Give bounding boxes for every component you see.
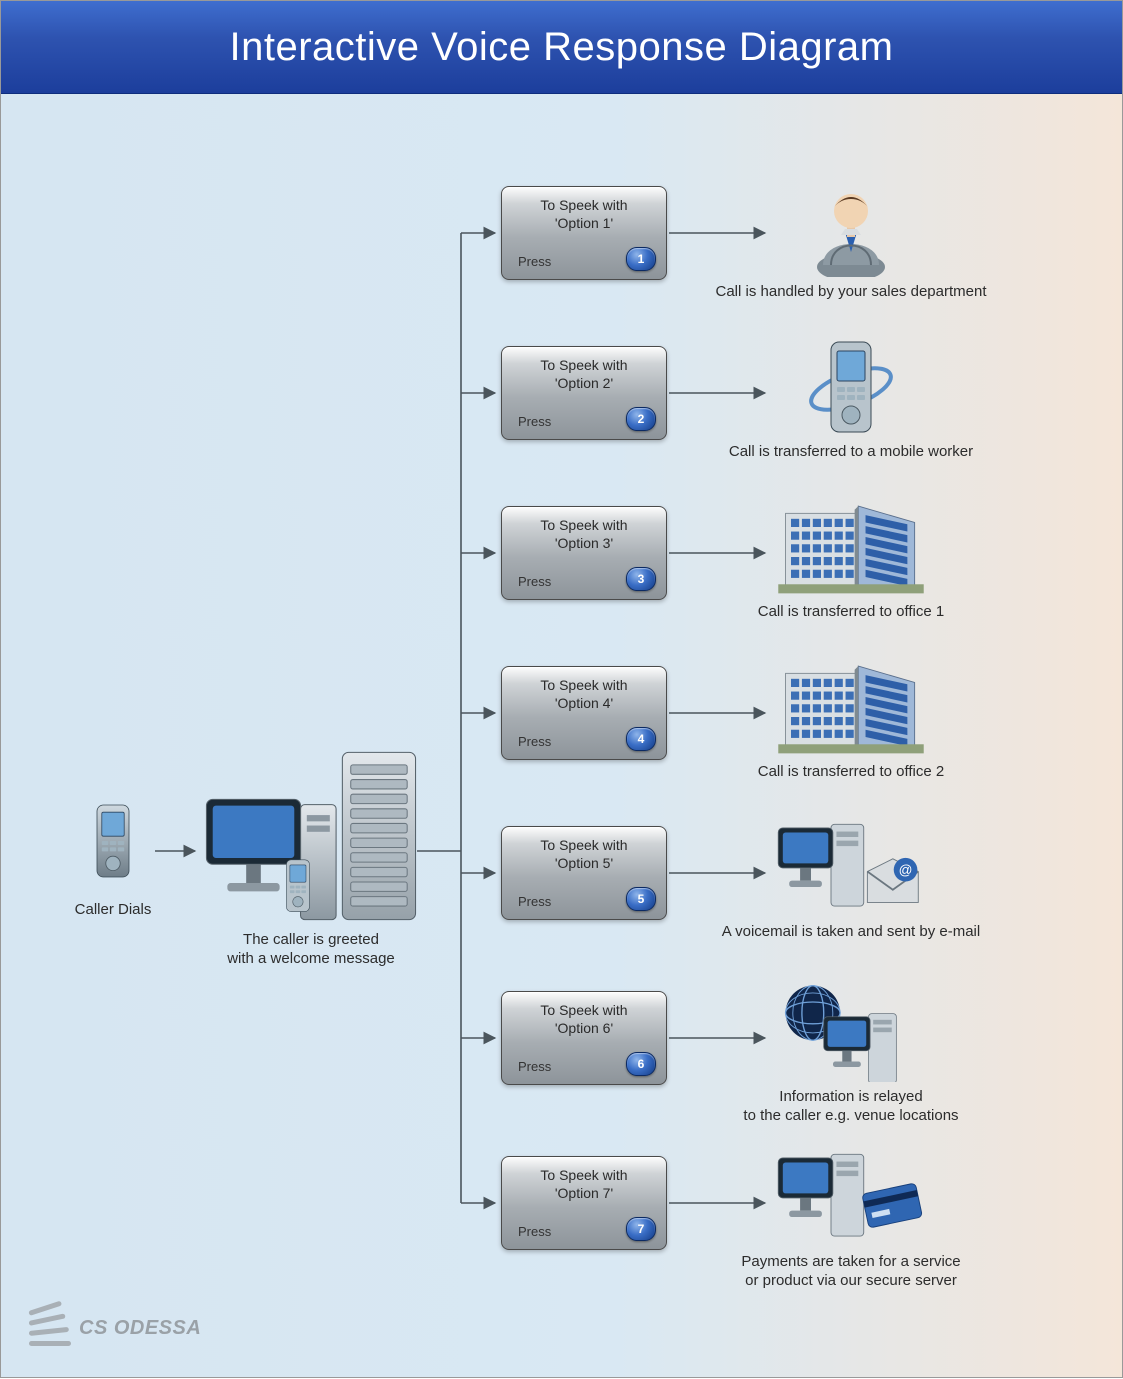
result-2-icon: [771, 337, 931, 437]
option-card-5: To Speek with 'Option 5' Press 5: [501, 826, 667, 920]
press-number-button[interactable]: 1: [626, 247, 656, 271]
option-line1: To Speek with: [502, 1167, 666, 1183]
ivr-server-label: The caller is greeted with a welcome mes…: [191, 931, 431, 969]
diagram-title: Interactive Voice Response Diagram: [230, 25, 894, 70]
press-number-button[interactable]: 4: [626, 727, 656, 751]
option-line2: 'Option 7': [502, 1185, 666, 1201]
svg-text:@: @: [899, 862, 913, 877]
option-card-7: To Speek with 'Option 7' Press 7: [501, 1156, 667, 1250]
footer-logo: CS ODESSA: [29, 1307, 201, 1349]
press-number-button[interactable]: 2: [626, 407, 656, 431]
press-number-button[interactable]: 3: [626, 567, 656, 591]
option-line1: To Speek with: [502, 677, 666, 693]
result-3-icon: [771, 497, 931, 597]
option-line2: 'Option 3': [502, 535, 666, 551]
result-5-label: A voicemail is taken and sent by e-mail: [701, 923, 1001, 942]
option-line1: To Speek with: [502, 837, 666, 853]
option-card-2: To Speek with 'Option 2' Press 2: [501, 346, 667, 440]
option-line2: 'Option 5': [502, 855, 666, 871]
result-2-label: Call is transferred to a mobile worker: [701, 443, 1001, 462]
result-7-label: Payments are taken for a service or prod…: [701, 1253, 1001, 1291]
press-number-button[interactable]: 5: [626, 887, 656, 911]
ivr-server-icon: [191, 741, 431, 931]
option-line1: To Speek with: [502, 1002, 666, 1018]
press-label: Press: [518, 1059, 551, 1074]
press-label: Press: [518, 414, 551, 429]
option-line2: 'Option 4': [502, 695, 666, 711]
press-label: Press: [518, 574, 551, 589]
press-label: Press: [518, 254, 551, 269]
press-number-button[interactable]: 6: [626, 1052, 656, 1076]
result-5-icon: @: [771, 817, 931, 917]
result-1-icon: [771, 177, 931, 277]
footer-text: CS ODESSA: [79, 1317, 201, 1340]
press-label: Press: [518, 734, 551, 749]
result-6-label: Information is relayed to the caller e.g…: [701, 1088, 1001, 1126]
option-card-6: To Speek with 'Option 6' Press 6: [501, 991, 667, 1085]
option-line2: 'Option 6': [502, 1020, 666, 1036]
option-line2: 'Option 2': [502, 375, 666, 391]
press-label: Press: [518, 894, 551, 909]
option-line1: To Speek with: [502, 357, 666, 373]
diagram-canvas: Interactive Voice Response Diagram Calle…: [0, 0, 1123, 1378]
result-7-icon: [771, 1147, 931, 1247]
result-3-label: Call is transferred to office 1: [701, 603, 1001, 622]
result-4-icon: [771, 657, 931, 757]
caller-phone-icon: [63, 781, 163, 901]
logo-mark-icon: [29, 1307, 71, 1349]
result-4-label: Call is transferred to office 2: [701, 763, 1001, 782]
option-card-4: To Speek with 'Option 4' Press 4: [501, 666, 667, 760]
result-6-icon: [771, 982, 931, 1082]
press-number-button[interactable]: 7: [626, 1217, 656, 1241]
title-bar: Interactive Voice Response Diagram: [1, 1, 1122, 94]
option-card-1: To Speek with 'Option 1' Press 1: [501, 186, 667, 280]
option-line2: 'Option 1': [502, 215, 666, 231]
result-1-label: Call is handled by your sales department: [701, 283, 1001, 302]
caller-label: Caller Dials: [63, 901, 163, 920]
press-label: Press: [518, 1224, 551, 1239]
option-card-3: To Speek with 'Option 3' Press 3: [501, 506, 667, 600]
option-line1: To Speek with: [502, 197, 666, 213]
option-line1: To Speek with: [502, 517, 666, 533]
